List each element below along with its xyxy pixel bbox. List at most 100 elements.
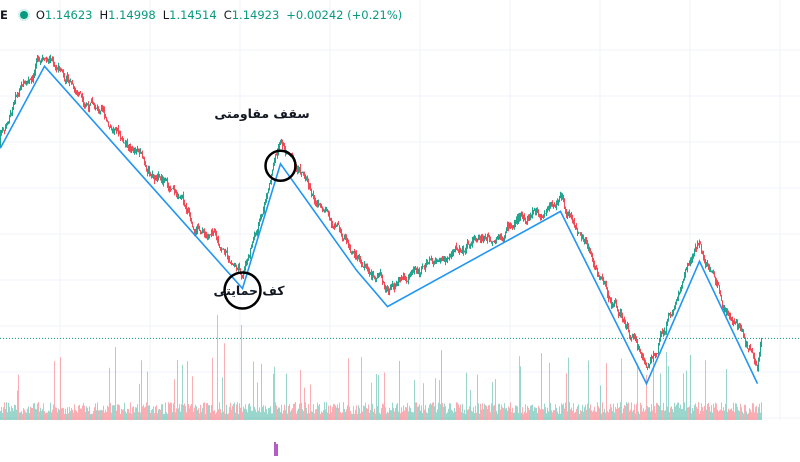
volume-bar — [548, 411, 549, 420]
volume-bar — [247, 412, 248, 420]
volume-bar — [612, 411, 613, 420]
volume-bar — [620, 402, 621, 420]
volume-bar — [530, 405, 531, 420]
volume-bar — [461, 412, 462, 420]
symbol-fragment[interactable]: E — [0, 8, 8, 22]
volume-bar — [357, 413, 358, 420]
volume-bar — [134, 412, 135, 420]
volume-bar — [284, 404, 285, 420]
volume-bar — [329, 413, 330, 420]
volume-bar — [16, 409, 17, 420]
volume-bar — [624, 405, 625, 420]
volume-bar — [655, 412, 656, 420]
volume-bar — [181, 404, 182, 420]
volume-bar — [499, 403, 500, 420]
volume-bar — [389, 407, 390, 420]
volume-bar — [160, 409, 161, 420]
volume-bar — [262, 406, 263, 420]
volume-bar — [375, 413, 376, 420]
volume-bar — [337, 404, 338, 420]
volume-bar — [387, 411, 388, 420]
volume-bar — [153, 406, 154, 420]
volume-bar — [2, 413, 3, 420]
volume-bar — [685, 410, 686, 420]
volume-bar — [238, 413, 239, 420]
volume-bar — [30, 406, 31, 420]
volume-bar — [681, 408, 682, 420]
volume-bar — [727, 411, 728, 420]
volume-bar — [256, 412, 257, 420]
volume-bar — [9, 406, 10, 420]
volume-bar — [427, 413, 428, 420]
volume-bar — [760, 412, 761, 420]
volume-bar — [520, 366, 521, 420]
volume-bar — [132, 407, 133, 420]
volume-bar — [650, 411, 651, 420]
volume-bar — [536, 408, 537, 420]
volume-bar — [654, 406, 655, 420]
volume-bar — [495, 379, 496, 420]
volume-bar — [440, 404, 441, 420]
volume-bar — [678, 402, 679, 420]
volume-bar — [303, 411, 304, 420]
market-status-icon[interactable] — [19, 11, 28, 19]
volume-bar — [747, 413, 748, 420]
volume-bar — [219, 402, 220, 420]
volume-bar — [597, 402, 598, 420]
volume-bar — [522, 407, 523, 420]
volume-bar — [710, 411, 711, 420]
grid-lines — [0, 0, 800, 420]
volume-bar — [94, 407, 95, 420]
volume-bar — [507, 410, 508, 420]
volume-bar — [634, 404, 635, 420]
volume-bar — [127, 408, 128, 420]
volume-bar — [203, 402, 204, 420]
volume-bar — [310, 384, 311, 420]
volume-bar — [426, 412, 427, 420]
low-value: L1.14514 — [162, 8, 217, 22]
volume-bar — [214, 410, 215, 420]
volume-bar — [669, 412, 670, 420]
volume-bar — [561, 403, 562, 420]
volume-bar — [384, 372, 385, 420]
volume-bar — [714, 407, 715, 420]
volume-bar — [183, 404, 184, 420]
volume-bar — [460, 404, 461, 420]
volume-bar — [695, 403, 696, 420]
volume-bar — [278, 407, 279, 420]
volume-bar — [385, 407, 386, 420]
volume-bar — [704, 405, 705, 420]
volume-bar — [601, 413, 602, 420]
volume-bar — [246, 409, 247, 420]
volume-bar — [405, 407, 406, 420]
volume-bar — [410, 407, 411, 420]
volume-bar — [344, 408, 345, 420]
volume-bar — [38, 402, 39, 420]
volume-bar — [645, 409, 646, 420]
volume-bar — [476, 412, 477, 420]
volume-bar — [210, 412, 211, 420]
volume-bar — [706, 409, 707, 420]
volume-bar — [312, 411, 313, 420]
volume-bar — [402, 411, 403, 420]
volume-bar — [245, 404, 246, 420]
volume-bar — [156, 405, 157, 420]
volume-bar — [106, 411, 107, 420]
volume-bar — [109, 367, 110, 420]
volume-bar — [462, 403, 463, 420]
volume-bar — [167, 413, 168, 420]
volume-bar — [519, 356, 520, 420]
volume-bar — [136, 407, 137, 420]
volume-bar — [496, 410, 497, 420]
volume-bar — [557, 411, 558, 420]
volume-bar — [213, 410, 214, 420]
volume-bar — [113, 404, 114, 420]
volume-bar — [729, 410, 730, 420]
volume-bar — [573, 403, 574, 420]
volume-bar — [142, 406, 143, 420]
volume-bar — [583, 411, 584, 420]
volume-bar — [10, 411, 11, 420]
volume-bar — [438, 402, 439, 420]
